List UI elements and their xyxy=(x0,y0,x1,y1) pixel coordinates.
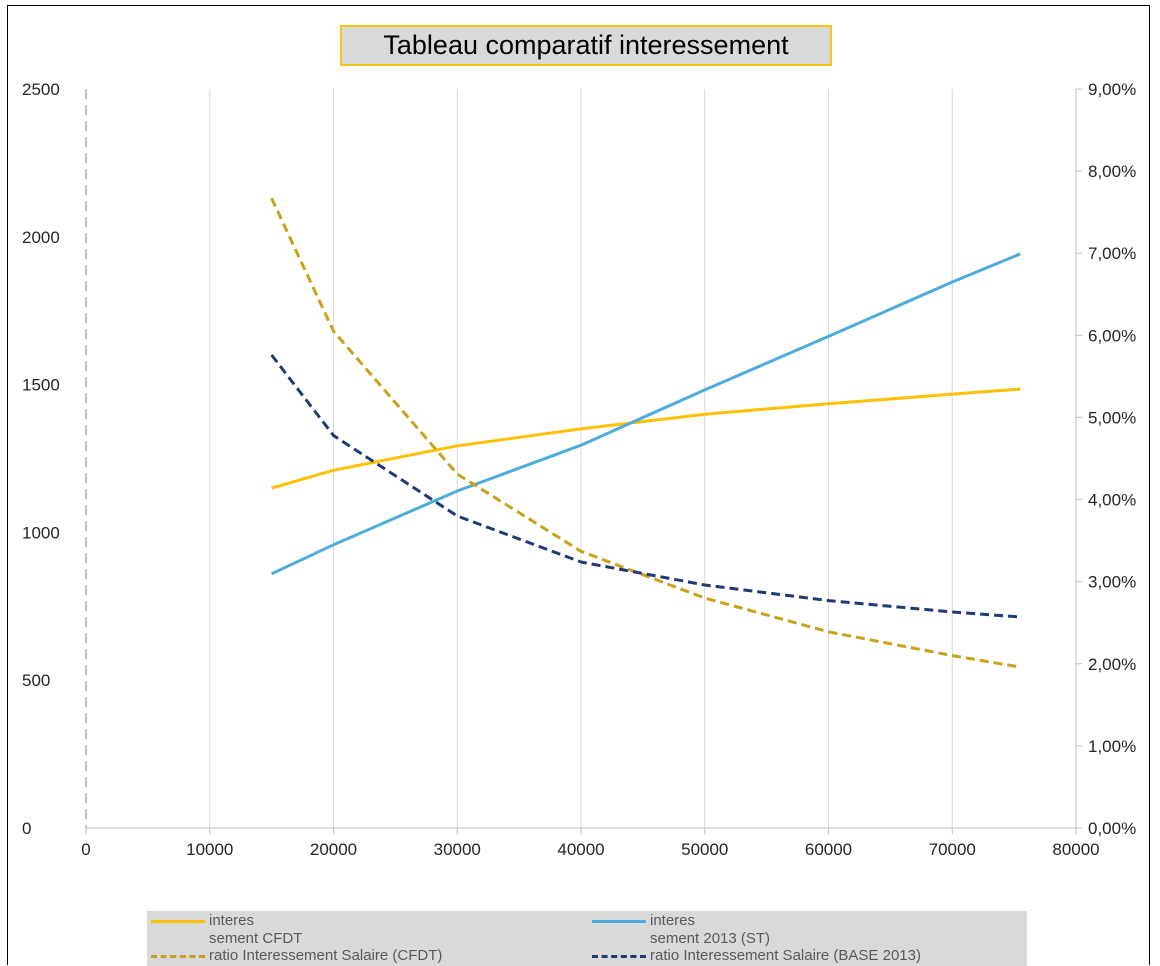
y-tick-label-right: 2,00% xyxy=(1088,655,1136,674)
x-tick-label: 0 xyxy=(81,840,90,859)
series-line-0 xyxy=(271,387,1021,490)
legend-label-ratio-cfdt: ratio Interessement Salaire (CFDT) xyxy=(209,947,443,964)
legend-label-line2: sement 2013 (ST) xyxy=(650,930,771,947)
y-tick-label-right: 5,00% xyxy=(1088,408,1136,427)
x-tick-label: 60000 xyxy=(805,840,852,859)
series-line-3 xyxy=(270,354,1021,619)
legend-swatch-interessement-cfdt xyxy=(151,920,205,923)
legend-label-interessement-2013: interes sement 2013 (ST) xyxy=(650,912,770,948)
chart-frame xyxy=(7,5,1150,965)
x-tick-label: 40000 xyxy=(557,840,604,859)
y-tick-label-left: 2000 xyxy=(22,228,60,247)
y-tick-label-right: 3,00% xyxy=(1088,573,1136,592)
x-tick-label: 10000 xyxy=(186,840,233,859)
series-line-1 xyxy=(270,252,1021,576)
x-tick-label: 80000 xyxy=(1052,840,1099,859)
legend-label-interessement-cfdt: interes sement CFDT xyxy=(209,912,302,948)
legend-label-ratio-base-2013: ratio Interessement Salaire (BASE 2013) xyxy=(650,947,921,964)
legend-swatch-interessement-2013 xyxy=(592,920,646,923)
x-tick-label: 50000 xyxy=(681,840,728,859)
y-tick-label-left: 500 xyxy=(22,671,50,690)
y-tick-label-left: 0 xyxy=(22,819,31,838)
x-tick-label: 20000 xyxy=(310,840,357,859)
y-tick-label-right: 1,00% xyxy=(1088,737,1136,756)
y-tick-label-left: 1500 xyxy=(22,376,60,395)
y-tick-label-right: 7,00% xyxy=(1088,244,1136,263)
series-line-2 xyxy=(270,197,1021,669)
legend-swatch-ratio-base-2013 xyxy=(592,955,646,958)
y-tick-label-right: 0,00% xyxy=(1088,819,1136,838)
y-tick-label-right: 8,00% xyxy=(1088,162,1136,181)
legend-label-line1: interes xyxy=(650,912,696,929)
chart-title: Tableau comparatif interessement xyxy=(383,30,789,60)
y-tick-label-left: 2500 xyxy=(22,80,60,99)
x-tick-label: 70000 xyxy=(929,840,976,859)
legend-label-line2: sement CFDT xyxy=(209,930,303,947)
y-tick-label-left: 1000 xyxy=(22,523,60,542)
legend-label-line1: interes xyxy=(209,912,255,929)
legend-swatch-ratio-cfdt xyxy=(151,955,205,958)
chart-legend: interes sement CFDT interes sement 2013 … xyxy=(147,911,1027,966)
y-tick-label-right: 9,00% xyxy=(1088,80,1136,99)
y-tick-label-right: 4,00% xyxy=(1088,491,1136,510)
x-tick-label: 30000 xyxy=(434,840,481,859)
y-tick-label-right: 6,00% xyxy=(1088,326,1136,345)
chart-title-box: Tableau comparatif interessement xyxy=(340,25,832,66)
